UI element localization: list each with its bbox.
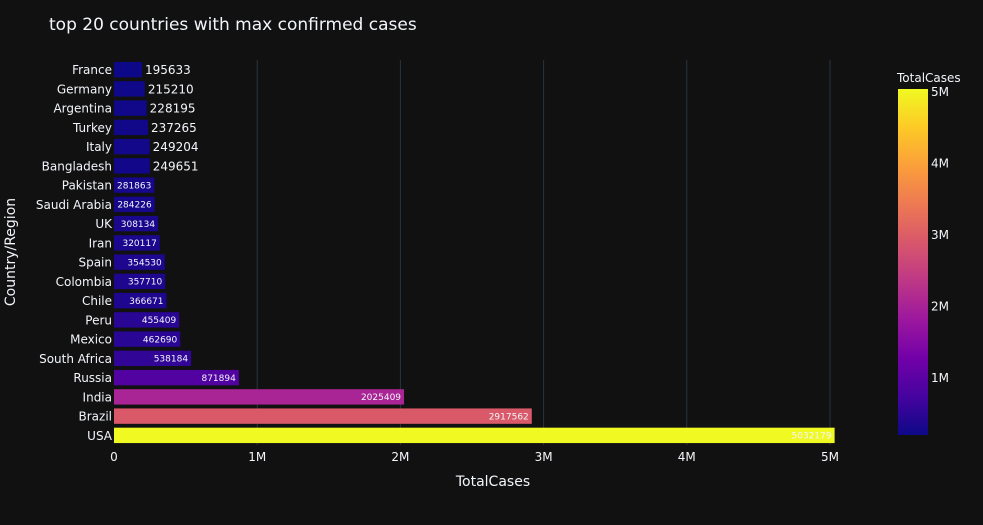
y-tick-label: UK — [95, 217, 113, 231]
data-label: 462690 — [143, 335, 178, 345]
y-tick-label: Colombia — [56, 275, 112, 289]
y-tick-label: Saudi Arabia — [36, 198, 112, 212]
x-tick-label: 3M — [535, 450, 553, 464]
x-tick-label: 2M — [391, 450, 409, 464]
bar — [114, 61, 143, 78]
colorbar-tick-label: 2M — [931, 299, 949, 313]
y-tick-label: Germany — [57, 82, 112, 96]
x-axis-title: TotalCases — [455, 474, 530, 490]
bar — [114, 273, 166, 290]
x-tick-label: 1M — [248, 450, 266, 464]
colorbar-title: TotalCases — [896, 71, 961, 85]
data-label: 195633 — [145, 63, 191, 77]
bars — [114, 61, 835, 444]
y-tick-label: Italy — [86, 140, 112, 154]
data-label: 281863 — [117, 181, 151, 191]
y-tick-label: Argentina — [53, 102, 112, 116]
bar-labels: 195633 215210 228195 237265 249204 2496512818… — [117, 63, 832, 441]
y-tick-label: USA — [87, 429, 113, 443]
bar — [114, 81, 145, 97]
y-tick-label: France — [72, 63, 112, 77]
data-label: 308134 — [121, 220, 156, 230]
colorbar-tick-label: 3M — [931, 228, 949, 242]
data-label: 249204 — [153, 140, 199, 154]
y-tick-label: Bangladesh — [42, 159, 112, 173]
y-tick-label: India — [83, 390, 112, 404]
y-tick-label: Peru — [85, 313, 112, 327]
x-tick-label: 5M — [821, 450, 839, 464]
colorbar-ticks: 1M 2M 3M 4M 5M — [931, 85, 949, 385]
y-tick-label: Iran — [89, 236, 112, 250]
data-label: 455409 — [142, 316, 177, 326]
data-label: 538184 — [154, 355, 189, 365]
bar — [114, 196, 155, 213]
y-tick-label: Pakistan — [62, 179, 112, 193]
bar — [114, 408, 532, 424]
y-axis-title: Country/Region — [3, 198, 19, 306]
data-label: 249651 — [153, 159, 199, 173]
x-axis-ticks: 0 1M 2M 3M 4M 5M — [110, 450, 839, 464]
data-label: 357710 — [128, 278, 163, 288]
y-tick-label: Brazil — [79, 410, 113, 424]
data-label: 320117 — [122, 239, 156, 249]
bar — [114, 138, 150, 155]
bar — [114, 350, 192, 367]
chart-title: top 20 countries with max confirmed case… — [49, 15, 417, 35]
data-label: 2917562 — [489, 412, 529, 422]
y-tick-label: South Africa — [39, 352, 112, 366]
colorbar-tick-label: 1M — [931, 371, 949, 385]
y-tick-label: Spain — [78, 256, 112, 270]
bar — [114, 389, 405, 405]
bar — [114, 100, 147, 116]
gridlines — [256, 60, 831, 445]
data-label: 2025409 — [361, 393, 401, 403]
y-tick-label: Turkey — [72, 121, 112, 135]
y-tick-label: Chile — [82, 294, 112, 308]
data-label: 228195 — [150, 102, 196, 116]
colorbar: TotalCases 1M 2M 3M 4M 5M — [896, 71, 961, 435]
bar — [114, 427, 835, 444]
bar — [114, 369, 239, 386]
bar — [114, 331, 181, 347]
bar — [114, 312, 180, 328]
bar — [114, 215, 159, 232]
bar — [114, 177, 155, 193]
bar — [114, 254, 165, 270]
x-tick-label: 0 — [110, 450, 118, 464]
data-label: 871894 — [201, 374, 236, 384]
colorbar-gradient — [898, 89, 928, 435]
bar — [114, 292, 167, 309]
bar — [114, 235, 160, 251]
data-label: 5032179 — [792, 432, 832, 442]
x-tick-label: 4M — [678, 450, 696, 464]
data-label: 354530 — [127, 258, 162, 268]
colorbar-tick-label: 4M — [931, 156, 949, 170]
data-label: 366671 — [129, 297, 163, 307]
y-tick-label: Mexico — [70, 333, 112, 347]
colorbar-tick-label: 5M — [931, 85, 949, 99]
data-label: 284226 — [117, 201, 152, 211]
y-axis-ticks: France Germany Argentina Turkey Italy Banglad… — [36, 63, 113, 443]
bar — [114, 158, 150, 174]
bar — [114, 119, 148, 136]
y-tick-label: Russia — [73, 371, 112, 385]
data-label: 215210 — [148, 82, 194, 96]
data-label: 237265 — [151, 121, 197, 135]
